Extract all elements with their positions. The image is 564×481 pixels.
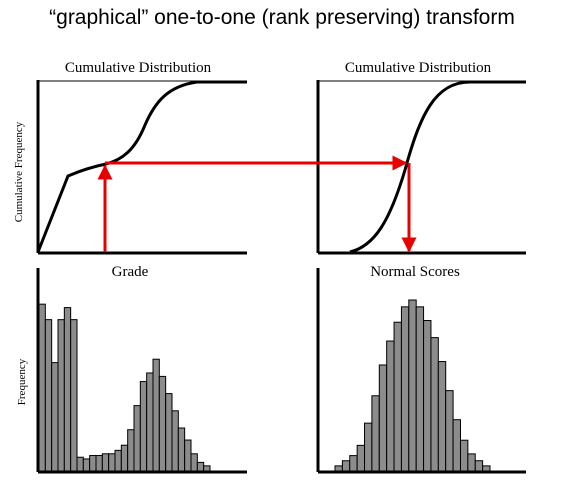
grade-histogram-bar	[133, 405, 141, 472]
grade-histogram-bar	[70, 319, 78, 472]
grade-histogram-bar	[82, 458, 91, 472]
normal-scores-histogram-bar	[378, 364, 388, 472]
normal-scores-histogram-bar	[459, 439, 469, 472]
cdf-right-title: Cumulative Distribution	[344, 60, 492, 76]
grade-histogram-bar	[38, 303, 46, 472]
normal-scores-histogram-bar	[482, 465, 491, 472]
normal-scores-histogram-bar	[437, 361, 447, 472]
normal-scores-histogram-bar	[408, 299, 417, 472]
grade-histogram-bar	[114, 449, 122, 472]
normal-scores-histogram-bar	[334, 465, 343, 472]
normal-scores-histogram-bar	[423, 320, 432, 472]
transform-arrows	[97, 155, 417, 253]
hist-right-axes	[316, 268, 526, 474]
grade-histogram-bar	[89, 455, 97, 472]
grade-histogram-bar	[44, 319, 53, 472]
normal-scores-histogram-bar	[467, 453, 476, 472]
grade-histogram-bar	[101, 453, 110, 472]
grade-histogram-bar	[171, 410, 179, 472]
normal-scores-histogram-bar	[400, 306, 410, 472]
normal-scores-histogram-bar	[430, 337, 439, 472]
normal-scores-histogram-bar	[452, 419, 461, 472]
normal-scores-histogram-bar	[386, 340, 395, 472]
hist-left-title: Grade	[111, 264, 149, 280]
normal-scores-histogram-bar	[393, 321, 402, 472]
normal-scores-histogram	[334, 299, 491, 472]
grade-histogram-bar	[76, 456, 84, 472]
grade-histogram-bar	[108, 453, 116, 472]
normal-scores-histogram-bar	[349, 455, 358, 472]
grade-histogram-bar	[190, 453, 198, 472]
cdf-left-chart	[36, 80, 247, 255]
grade-histogram-bar	[146, 372, 154, 472]
normal-scores-histogram-bar	[371, 395, 380, 472]
slide-title: “graphical” one-to-one (rank preserving)…	[49, 6, 515, 29]
grade-histogram-bar	[139, 381, 148, 472]
grade-histogram-bar	[184, 439, 192, 472]
normal-scores-histogram-bar	[356, 444, 366, 472]
grade-histogram-bar	[165, 393, 173, 472]
normal-scores-histogram-bar	[474, 460, 484, 472]
grade-histogram-bar	[63, 307, 72, 472]
cdf-left-curve	[36, 80, 247, 253]
grade-histogram-bar	[196, 461, 205, 472]
normal-scores-histogram-bar	[364, 422, 373, 472]
grade-histogram-bar	[203, 465, 211, 472]
cdf-left-title: Cumulative Distribution	[64, 60, 212, 76]
grade-histogram-bar	[152, 358, 160, 472]
grade-histogram	[38, 303, 211, 472]
grade-histogram-bar	[51, 362, 59, 472]
grade-histogram-bar	[57, 319, 65, 472]
cdf-right-chart	[316, 80, 526, 255]
hist-left-axes	[36, 268, 247, 474]
grade-histogram-bar	[120, 444, 129, 472]
normal-scores-histogram-bar	[341, 460, 351, 472]
hist-right-title: Normal Scores	[370, 264, 460, 280]
grade-histogram-bar	[177, 427, 186, 472]
grade-histogram-bar	[158, 375, 167, 472]
normal-scores-histogram-bar	[445, 390, 454, 472]
grade-histogram-bar	[127, 429, 135, 472]
normal-scores-histogram-bar	[415, 306, 425, 472]
cdf-right-curve	[349, 80, 526, 254]
grade-histogram-bar	[95, 455, 103, 472]
